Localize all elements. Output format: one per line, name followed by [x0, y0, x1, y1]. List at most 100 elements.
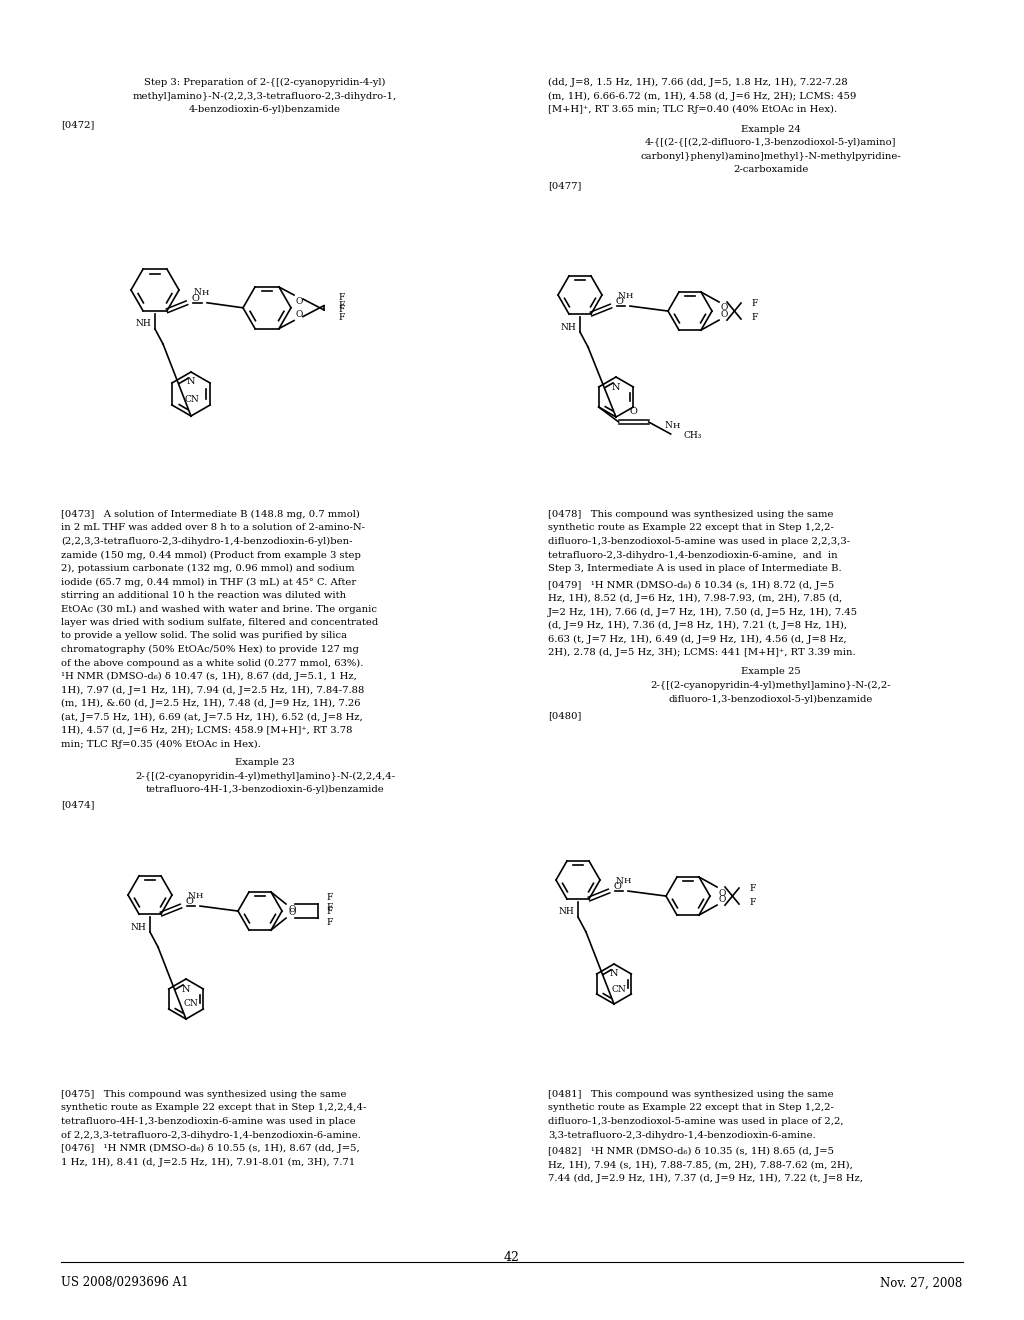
Text: H: H	[196, 892, 203, 900]
Text: Nov. 27, 2008: Nov. 27, 2008	[881, 1276, 963, 1290]
Text: N: N	[186, 378, 196, 387]
Text: CN: CN	[184, 396, 200, 404]
Text: N: N	[611, 383, 621, 392]
Text: [0482]   ¹H NMR (DMSO-d₆) δ 10.35 (s, 1H) 8.65 (d, J=5: [0482] ¹H NMR (DMSO-d₆) δ 10.35 (s, 1H) …	[548, 1147, 834, 1156]
Text: 7.44 (dd, J=2.9 Hz, 1H), 7.37 (d, J=9 Hz, 1H), 7.22 (t, J=8 Hz,: 7.44 (dd, J=2.9 Hz, 1H), 7.37 (d, J=9 Hz…	[548, 1173, 863, 1183]
Text: N: N	[187, 891, 195, 900]
Text: iodide (65.7 mg, 0.44 mmol) in THF (3 mL) at 45° C. After: iodide (65.7 mg, 0.44 mmol) in THF (3 mL…	[61, 578, 356, 586]
Text: F: F	[327, 903, 333, 912]
Text: 3,3-tetrafluoro-2,3-dihydro-1,4-benzodioxin-6-amine.: 3,3-tetrafluoro-2,3-dihydro-1,4-benzodio…	[548, 1130, 815, 1139]
Text: F: F	[752, 298, 758, 308]
Text: O: O	[613, 882, 621, 891]
Text: [0475]   This compound was synthesized using the same: [0475] This compound was synthesized usi…	[61, 1090, 347, 1100]
Text: O: O	[191, 294, 199, 304]
Text: synthetic route as Example 22 except that in Step 1,2,2-: synthetic route as Example 22 except tha…	[548, 524, 834, 532]
Text: 1H), 4.57 (d, J=6 Hz, 2H); LCMS: 458.9 [M+H]⁺, RT 3.78: 1H), 4.57 (d, J=6 Hz, 2H); LCMS: 458.9 […	[61, 726, 353, 735]
Text: 1H), 7.97 (d, J=1 Hz, 1H), 7.94 (d, J=2.5 Hz, 1H), 7.84-7.88: 1H), 7.97 (d, J=1 Hz, 1H), 7.94 (d, J=2.…	[61, 685, 365, 694]
Text: in 2 mL THF was added over 8 h to a solution of 2-amino-N-: in 2 mL THF was added over 8 h to a solu…	[61, 524, 366, 532]
Text: [0472]: [0472]	[61, 120, 95, 129]
Text: ¹H NMR (DMSO-d₆) δ 10.47 (s, 1H), 8.67 (dd, J=5.1, 1 Hz,: ¹H NMR (DMSO-d₆) δ 10.47 (s, 1H), 8.67 (…	[61, 672, 357, 681]
Text: [0480]: [0480]	[548, 711, 582, 719]
Text: O: O	[630, 408, 638, 417]
Text: 1 Hz, 1H), 8.41 (d, J=2.5 Hz, 1H), 7.91-8.01 (m, 3H), 7.71: 1 Hz, 1H), 8.41 (d, J=2.5 Hz, 1H), 7.91-…	[61, 1158, 355, 1167]
Text: Example 23: Example 23	[236, 758, 295, 767]
Text: [0479]   ¹H NMR (DMSO-d₆) δ 10.34 (s, 1H) 8.72 (d, J=5: [0479] ¹H NMR (DMSO-d₆) δ 10.34 (s, 1H) …	[548, 581, 835, 590]
Text: (d, J=9 Hz, 1H), 7.36 (d, J=8 Hz, 1H), 7.21 (t, J=8 Hz, 1H),: (d, J=9 Hz, 1H), 7.36 (d, J=8 Hz, 1H), 7…	[548, 620, 847, 630]
Text: NH: NH	[558, 908, 573, 916]
Text: difluoro-1,3-benzodioxol-5-yl)benzamide: difluoro-1,3-benzodioxol-5-yl)benzamide	[669, 694, 872, 704]
Text: F: F	[327, 892, 333, 902]
Text: (m, 1H), &.60 (d, J=2.5 Hz, 1H), 7.48 (d, J=9 Hz, 1H), 7.26: (m, 1H), &.60 (d, J=2.5 Hz, 1H), 7.48 (d…	[61, 700, 360, 708]
Text: F: F	[339, 301, 345, 310]
Text: NH: NH	[560, 322, 575, 331]
Text: (at, J=7.5 Hz, 1H), 6.69 (at, J=7.5 Hz, 1H), 6.52 (d, J=8 Hz,: (at, J=7.5 Hz, 1H), 6.69 (at, J=7.5 Hz, …	[61, 713, 364, 722]
Text: stirring an additional 10 h the reaction was diluted with: stirring an additional 10 h the reaction…	[61, 591, 346, 601]
Text: of 2,2,3,3-tetrafluoro-2,3-dihydro-1,4-benzodioxin-6-amine.: of 2,2,3,3-tetrafluoro-2,3-dihydro-1,4-b…	[61, 1130, 361, 1139]
Text: synthetic route as Example 22 except that in Step 1,2,2-: synthetic route as Example 22 except tha…	[548, 1104, 834, 1113]
Text: NH: NH	[130, 923, 145, 932]
Text: Hz, 1H), 7.94 (s, 1H), 7.88-7.85, (m, 2H), 7.88-7.62 (m, 2H),: Hz, 1H), 7.94 (s, 1H), 7.88-7.85, (m, 2H…	[548, 1160, 853, 1170]
Text: F: F	[327, 917, 333, 927]
Text: N: N	[609, 969, 618, 978]
Text: O: O	[289, 908, 296, 916]
Text: tetrafluoro-4H-1,3-benzodioxin-6-yl)benzamide: tetrafluoro-4H-1,3-benzodioxin-6-yl)benz…	[145, 785, 384, 795]
Text: F: F	[752, 313, 758, 322]
Text: O: O	[718, 895, 726, 904]
Text: N: N	[615, 876, 623, 886]
Text: [0473]   A solution of Intermediate B (148.8 mg, 0.7 mmol): [0473] A solution of Intermediate B (148…	[61, 510, 360, 519]
Text: N: N	[617, 292, 625, 301]
Text: [0476]   ¹H NMR (DMSO-d₆) δ 10.55 (s, 1H), 8.67 (dd, J=5,: [0476] ¹H NMR (DMSO-d₆) δ 10.55 (s, 1H),…	[61, 1144, 360, 1154]
Text: O: O	[295, 310, 303, 319]
Text: US 2008/0293696 A1: US 2008/0293696 A1	[61, 1276, 189, 1290]
Text: H: H	[673, 422, 680, 430]
Text: CN: CN	[183, 999, 198, 1008]
Text: Step 3: Preparation of 2-{[(2-cyanopyridin-4-yl): Step 3: Preparation of 2-{[(2-cyanopyrid…	[144, 78, 386, 87]
Text: 2-carboxamide: 2-carboxamide	[733, 165, 808, 174]
Text: difluoro-1,3-benzodioxol-5-amine was used in place of 2,2,: difluoro-1,3-benzodioxol-5-amine was use…	[548, 1117, 844, 1126]
Text: (m, 1H), 6.66-6.72 (m, 1H), 4.58 (d, J=6 Hz, 2H); LCMS: 459: (m, 1H), 6.66-6.72 (m, 1H), 4.58 (d, J=6…	[548, 91, 856, 100]
Text: 42: 42	[504, 1251, 520, 1265]
Text: O: O	[720, 310, 728, 318]
Text: (dd, J=8, 1.5 Hz, 1H), 7.66 (dd, J=5, 1.8 Hz, 1H), 7.22-7.28: (dd, J=8, 1.5 Hz, 1H), 7.66 (dd, J=5, 1.…	[548, 78, 848, 87]
Text: N: N	[181, 985, 190, 994]
Text: J=2 Hz, 1H), 7.66 (d, J=7 Hz, 1H), 7.50 (d, J=5 Hz, 1H), 7.45: J=2 Hz, 1H), 7.66 (d, J=7 Hz, 1H), 7.50 …	[548, 607, 858, 616]
Text: F: F	[750, 883, 756, 892]
Text: O: O	[720, 304, 728, 313]
Text: F: F	[339, 314, 345, 322]
Text: [0478]   This compound was synthesized using the same: [0478] This compound was synthesized usi…	[548, 510, 834, 519]
Text: O: O	[185, 896, 193, 906]
Text: NH: NH	[135, 319, 151, 329]
Text: carbonyl}phenyl)amino]methyl}-N-methylpyridine-: carbonyl}phenyl)amino]methyl}-N-methylpy…	[640, 152, 901, 161]
Text: H: H	[624, 876, 631, 884]
Text: EtOAc (30 mL) and washed with water and brine. The organic: EtOAc (30 mL) and washed with water and …	[61, 605, 378, 614]
Text: layer was dried with sodium sulfate, filtered and concentrated: layer was dried with sodium sulfate, fil…	[61, 618, 379, 627]
Text: 6.63 (t, J=7 Hz, 1H), 6.49 (d, J=9 Hz, 1H), 4.56 (d, J=8 Hz,: 6.63 (t, J=7 Hz, 1H), 6.49 (d, J=9 Hz, 1…	[548, 635, 847, 644]
Text: O: O	[615, 297, 623, 305]
Text: CH₃: CH₃	[683, 432, 701, 441]
Text: tetrafluoro-2,3-dihydro-1,4-benzodioxin-6-amine,  and  in: tetrafluoro-2,3-dihydro-1,4-benzodioxin-…	[548, 550, 838, 560]
Text: CN: CN	[611, 985, 626, 994]
Text: 2-{[(2-cyanopyridin-4-yl)methyl]amino}-N-(2,2-: 2-{[(2-cyanopyridin-4-yl)methyl]amino}-N…	[650, 681, 891, 690]
Text: Example 25: Example 25	[740, 668, 801, 676]
Text: 4-{[(2-{[(2,2-difluoro-1,3-benzodioxol-5-yl)amino]: 4-{[(2-{[(2,2-difluoro-1,3-benzodioxol-5…	[645, 139, 896, 147]
Text: chromatography (50% EtOAc/50% Hex) to provide 127 mg: chromatography (50% EtOAc/50% Hex) to pr…	[61, 645, 359, 655]
Text: methyl]amino}-N-(2,2,3,3-tetrafluoro-2,3-dihydro-1,: methyl]amino}-N-(2,2,3,3-tetrafluoro-2,3…	[133, 91, 397, 100]
Text: H: H	[202, 289, 209, 297]
Text: (2,2,3,3-tetrafluoro-2,3-dihydro-1,4-benzodioxin-6-yl)ben-: (2,2,3,3-tetrafluoro-2,3-dihydro-1,4-ben…	[61, 537, 353, 546]
Text: H: H	[626, 292, 633, 300]
Text: O: O	[295, 297, 303, 305]
Text: O: O	[289, 906, 296, 915]
Text: 2-{[(2-cyanopyridin-4-yl)methyl]amino}-N-(2,2,4,4-: 2-{[(2-cyanopyridin-4-yl)methyl]amino}-N…	[135, 771, 395, 780]
Text: of the above compound as a white solid (0.277 mmol, 63%).: of the above compound as a white solid (…	[61, 659, 364, 668]
Text: N: N	[665, 421, 673, 430]
Text: 2H), 2.78 (d, J=5 Hz, 3H); LCMS: 441 [M+H]⁺, RT 3.39 min.: 2H), 2.78 (d, J=5 Hz, 3H); LCMS: 441 [M+…	[548, 648, 855, 657]
Text: F: F	[339, 293, 345, 302]
Text: min; TLC Rƒ=0.35 (40% EtOAc in Hex).: min; TLC Rƒ=0.35 (40% EtOAc in Hex).	[61, 739, 261, 748]
Text: difluoro-1,3-benzodioxol-5-amine was used in place 2,2,3,3-: difluoro-1,3-benzodioxol-5-amine was use…	[548, 537, 850, 546]
Text: F: F	[750, 898, 756, 907]
Text: [0474]: [0474]	[61, 800, 95, 809]
Text: Hz, 1H), 8.52 (d, J=6 Hz, 1H), 7.98-7.93, (m, 2H), 7.85 (d,: Hz, 1H), 8.52 (d, J=6 Hz, 1H), 7.98-7.93…	[548, 594, 842, 603]
Text: 2), potassium carbonate (132 mg, 0.96 mmol) and sodium: 2), potassium carbonate (132 mg, 0.96 mm…	[61, 564, 355, 573]
Text: Example 24: Example 24	[740, 124, 801, 133]
Text: to provide a yellow solid. The solid was purified by silica: to provide a yellow solid. The solid was…	[61, 631, 347, 640]
